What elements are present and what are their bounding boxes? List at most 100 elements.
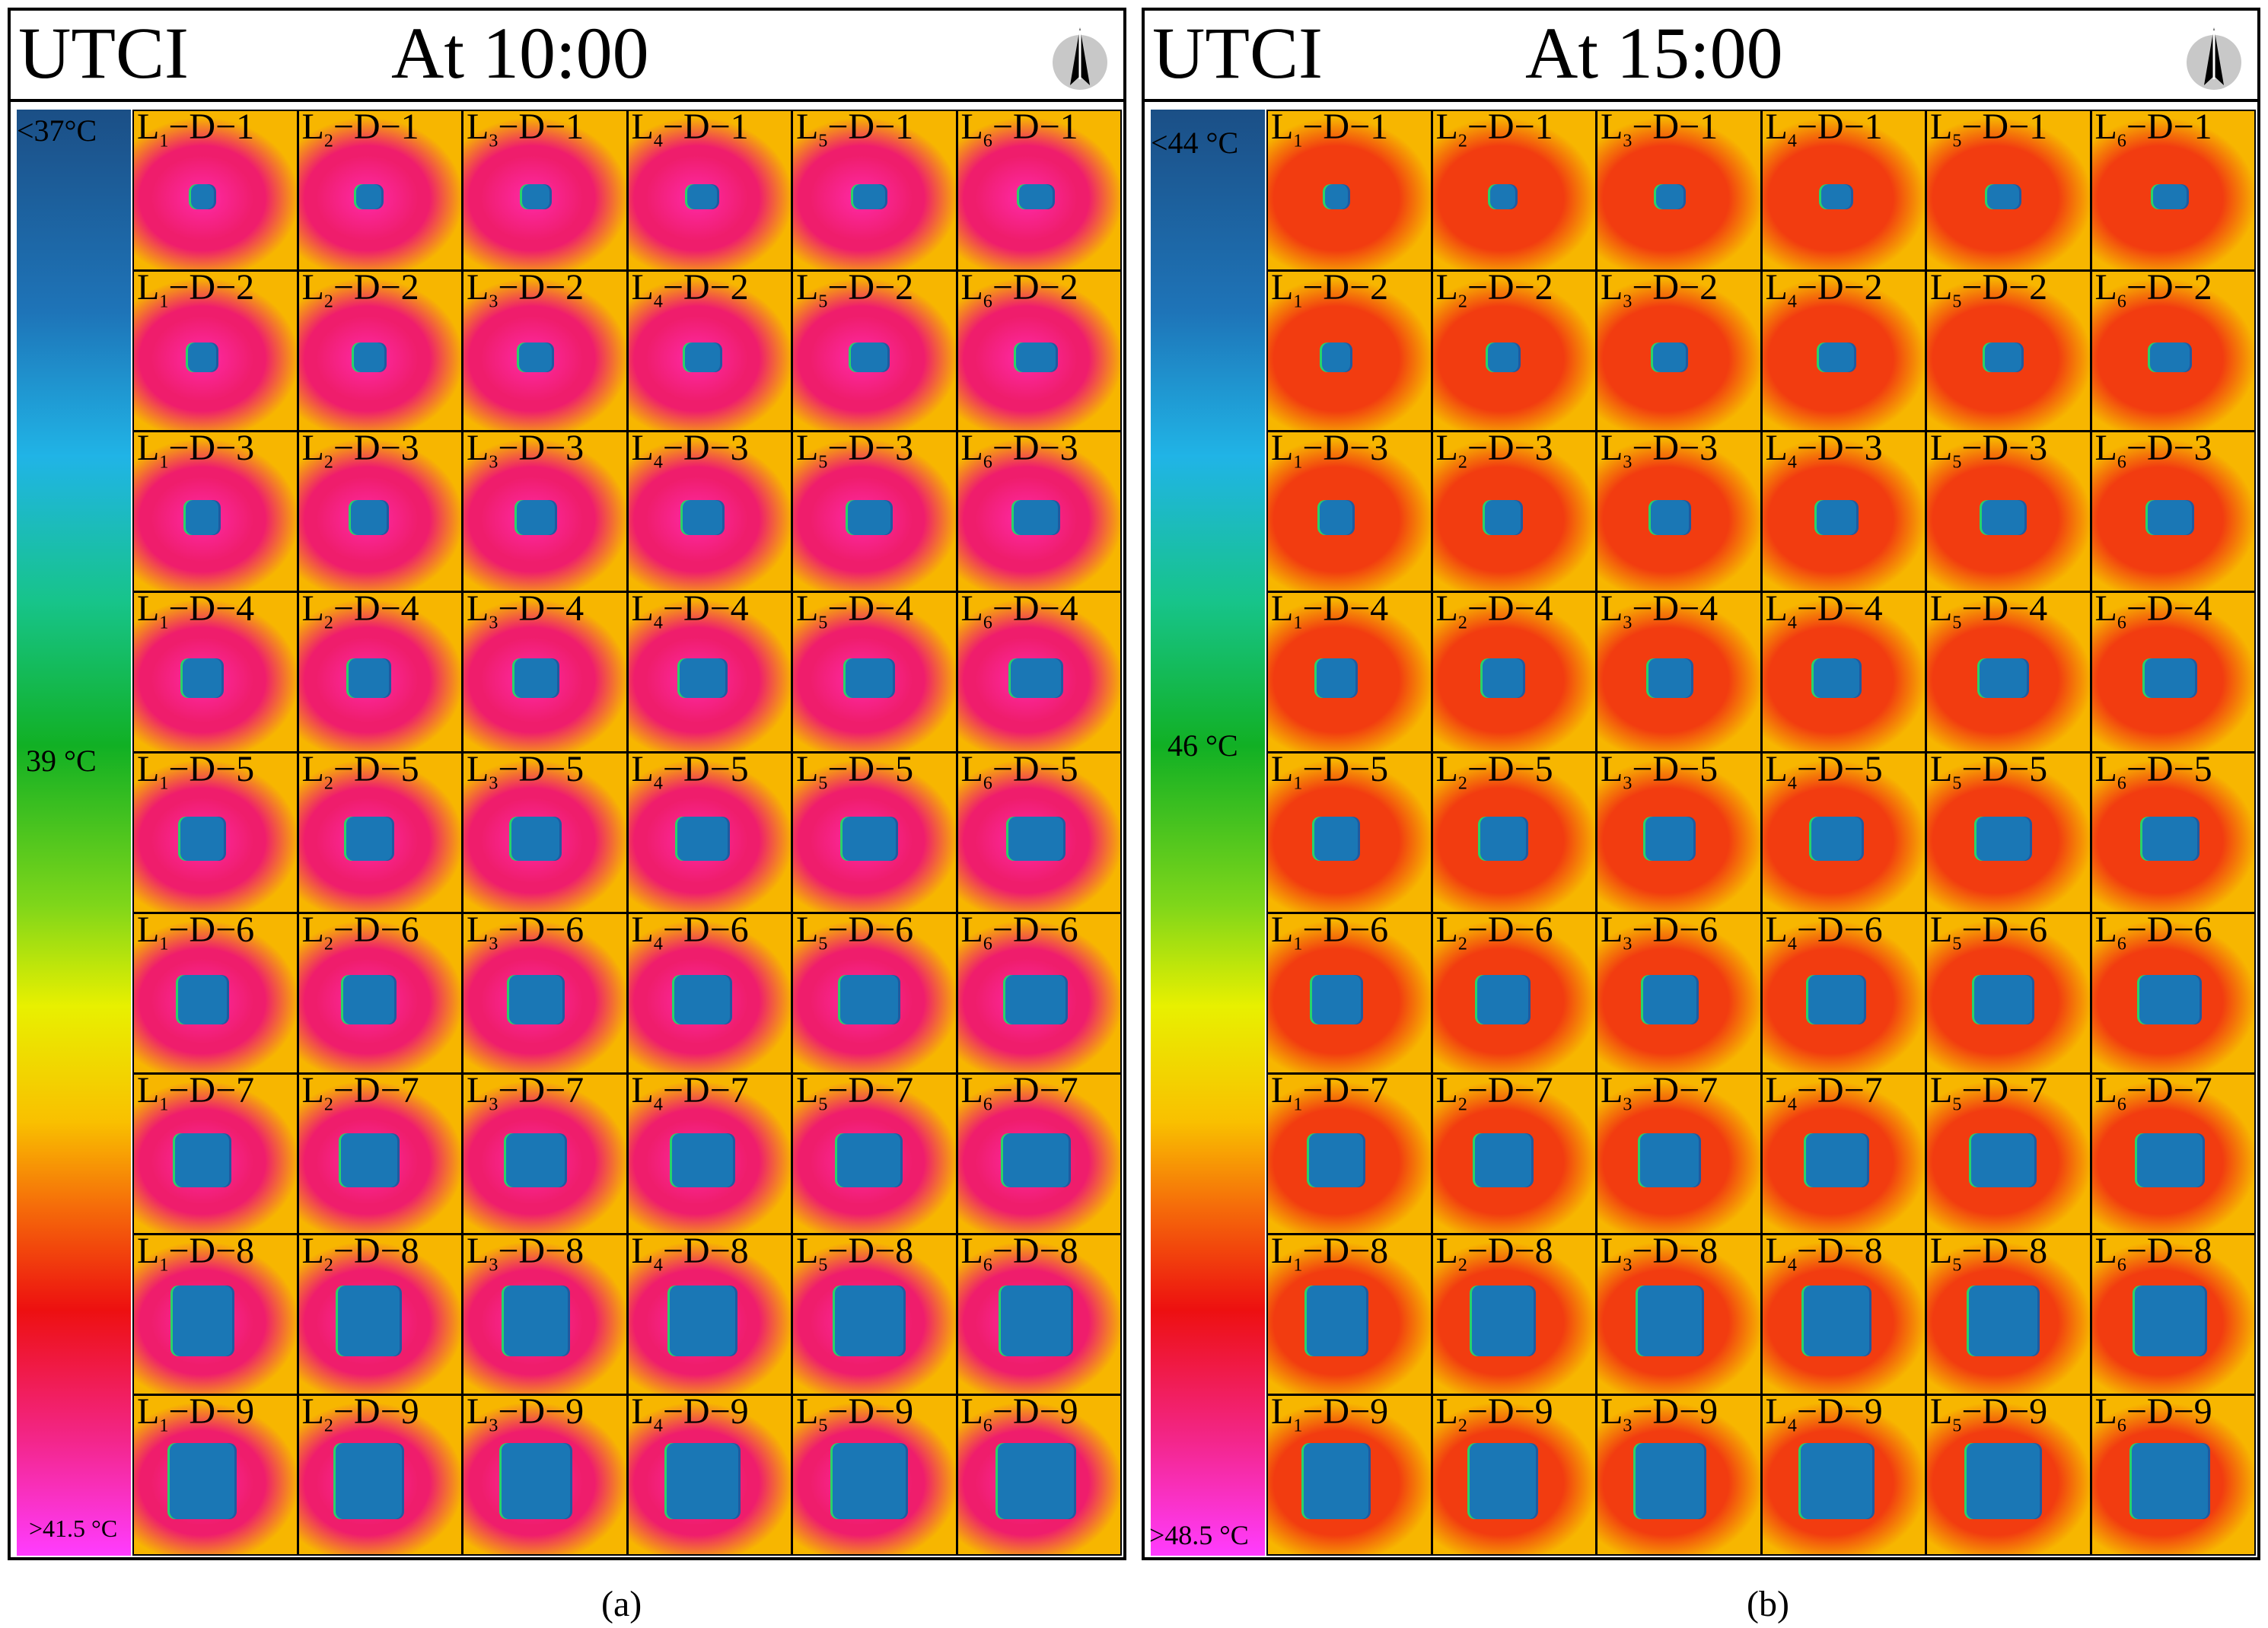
building-footprint [340,1133,397,1187]
layout-label: L [1271,272,1294,307]
layout-label: L [1765,753,1788,789]
layout-index: 6 [2117,131,2126,151]
density-label: −D−3 [1796,432,1883,468]
map-cell: L2−D−1 [1432,111,1595,269]
layout-label: L [1930,914,1953,950]
map-cell: L2−D−2 [1432,272,1595,430]
layout-label: L [1601,1235,1623,1271]
layout-label: L [796,111,819,147]
map-cell: L5−D−2 [1927,272,2090,430]
layout-label: L [1930,272,1953,307]
building-footprint [848,500,890,536]
building-footprint [170,1443,234,1520]
map-cell: L3−D−9 [1597,1396,1760,1554]
layout-label: L [1930,111,1953,147]
density-label: −D−8 [1796,1235,1883,1271]
map-cell: L3−D−8 [463,1235,626,1394]
cell-label: L2−D−5 [302,753,419,803]
layout-index: 1 [1293,131,1303,151]
building-footprint [2142,817,2198,862]
building-footprint [1635,1443,1705,1520]
map-cell: L2−D−6 [1432,914,1595,1072]
density-label: −D−8 [498,1235,585,1271]
cell-label: L1−D−7 [137,1075,254,1124]
layout-index: 3 [1623,1416,1633,1436]
density-label: −D−2 [1796,272,1883,307]
density-label: −D−8 [168,1235,255,1271]
layout-index: 3 [1623,1255,1633,1276]
building-footprint [1651,500,1689,536]
map-cell: L1−D−8 [134,1235,297,1394]
density-label: −D−1 [1302,111,1389,147]
cell-label: L3−D−8 [1601,1235,1718,1285]
building-footprint [188,342,217,373]
cell-label: L6−D−7 [961,1075,1078,1124]
map-cell: L4−D−2 [628,272,791,430]
layout-index: 1 [159,773,169,794]
layout-index: 6 [983,773,992,794]
map-cell: L3−D−3 [463,432,626,591]
layout-label: L [796,272,819,307]
cell-label: L1−D−8 [137,1235,254,1285]
building-footprint [1018,183,1053,209]
map-cell: L5−D−3 [793,432,956,591]
map-cell: L6−D−5 [2091,753,2254,912]
layout-index: 4 [1787,292,1797,312]
building-footprint [1977,817,2030,862]
cell-label: L2−D−7 [302,1075,419,1124]
north-arrow-icon [2187,27,2241,90]
layout-index: 4 [653,1094,663,1115]
map-cell: L6−D−3 [957,432,1120,591]
cell-label: L1−D−9 [1271,1396,1388,1445]
legend-gradient [17,110,131,1556]
density-label: −D−1 [333,111,419,147]
layout-index: 1 [1293,613,1303,633]
layout-label: L [1271,1075,1294,1110]
building-footprint [1808,975,1865,1024]
cell-label: L3−D−6 [1601,914,1718,964]
layout-index: 5 [818,773,828,794]
density-label: −D−3 [333,432,419,468]
map-cell: L6−D−2 [2091,272,2254,430]
map-cell: L5−D−8 [793,1235,956,1394]
density-label: −D−2 [1961,272,2048,307]
building-footprint [1485,500,1521,536]
layout-label: L [960,914,983,950]
map-cell: L5−D−9 [793,1396,956,1554]
density-label: −D−1 [1632,111,1719,147]
panel-a: UTCI At 10:00 <37°C 39 °C >41.5 °C L1−D−… [8,8,1126,1560]
cell-label: L5−D−1 [796,111,913,161]
cell-label: L4−D−6 [632,914,749,964]
cell-label: L4−D−9 [1766,1396,1883,1445]
building-footprint [2150,342,2190,373]
map-cell: L6−D−9 [957,1396,1120,1554]
layout-index: 6 [2117,1094,2126,1115]
cell-label: L4−D−4 [1766,593,1883,642]
layout-label: L [960,272,983,307]
cell-label: L2−D−8 [1436,1235,1553,1285]
color-legend: <37°C 39 °C >41.5 °C [12,110,131,1556]
building-footprint [839,975,898,1024]
map-cell: L5−D−6 [1927,914,2090,1072]
density-label: −D−5 [1467,753,1553,789]
layout-index: 6 [2117,1416,2126,1436]
layout-index: 4 [1787,1416,1797,1436]
density-label: −D−2 [662,272,749,307]
building-footprint [335,1443,403,1520]
map-cell: L3−D−4 [1597,593,1760,751]
building-footprint [1655,183,1683,209]
layout-index: 2 [1457,452,1467,473]
layout-label: L [631,753,654,789]
layout-label: L [631,1235,654,1271]
cell-label: L3−D−9 [1601,1396,1718,1445]
density-label: −D−3 [168,432,255,468]
cell-label: L6−D−1 [2095,111,2212,161]
building-footprint [1000,1285,1072,1357]
cell-label: L2−D−2 [302,272,419,321]
density-label: −D−3 [1632,432,1719,468]
layout-label: L [1930,753,1953,789]
layout-index: 4 [653,292,663,312]
map-cell: L3−D−4 [463,593,626,751]
density-label: −D−7 [333,1075,419,1110]
building-footprint [346,817,392,862]
